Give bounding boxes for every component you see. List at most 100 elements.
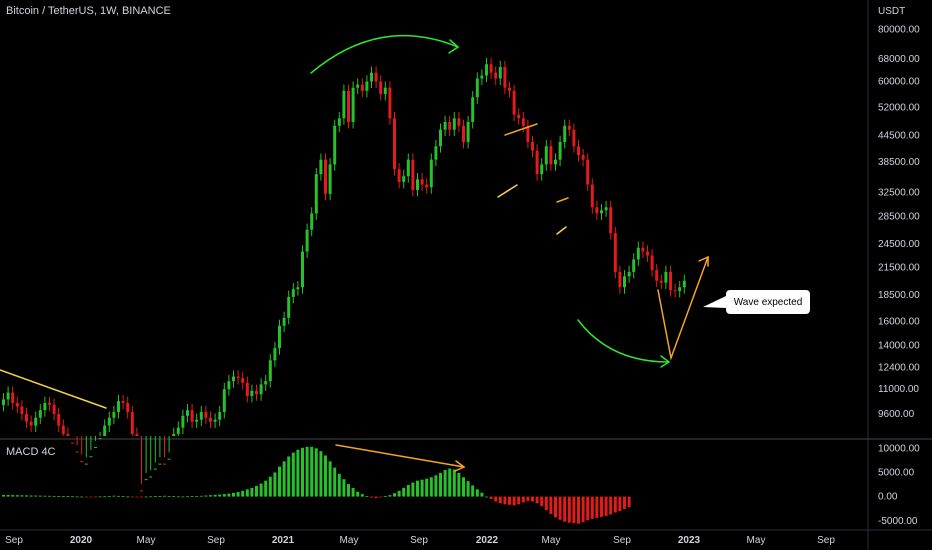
candle-body (347, 90, 350, 123)
candle-body (498, 67, 502, 79)
candle-body (397, 169, 401, 182)
candle-body (291, 289, 295, 297)
macd-bar (535, 496, 539, 504)
candle-body (636, 247, 640, 260)
candle-body (167, 458, 171, 460)
macd-bar (595, 496, 599, 518)
green-arc-top (310, 34, 459, 74)
candle-body (227, 381, 231, 390)
candle-body (466, 122, 470, 142)
candle-body (383, 87, 387, 95)
macd-bar (158, 496, 162, 497)
candle-body (448, 122, 452, 130)
candle-body (439, 129, 442, 147)
macd-bar (199, 495, 203, 497)
candle-body (517, 114, 521, 119)
macd-bar (521, 496, 525, 503)
candle-body (149, 476, 153, 478)
macd-bar (420, 479, 424, 497)
candle-body (181, 415, 185, 428)
macd-bar (558, 496, 562, 520)
price-tick-label: 12400.00 (878, 363, 920, 374)
macd-bar (466, 481, 470, 497)
candle-body (94, 446, 97, 448)
macd-bar (549, 496, 553, 514)
candle-body (241, 378, 245, 383)
candle-body (66, 433, 70, 436)
candle-body (374, 72, 378, 82)
candle-body (48, 402, 51, 405)
macd-bar (448, 468, 452, 497)
candle-body (163, 463, 166, 465)
macd-bar (34, 495, 38, 497)
candle-body (314, 174, 318, 214)
macd-axis[interactable]: 10000.00 5000.00 0.00 -5000.00 (878, 443, 920, 527)
candle-body (682, 280, 686, 288)
price-tick-label: 32500.00 (878, 188, 920, 199)
macd-bar (121, 496, 125, 497)
candle-body (609, 207, 613, 234)
price-tick-label: 11000.00 (878, 384, 919, 395)
candle-body (567, 125, 571, 130)
candle-body (655, 270, 659, 281)
green-arrow-top-head (448, 39, 460, 54)
candle-body (581, 155, 585, 160)
candle-body (25, 413, 28, 422)
macd-bar (20, 495, 24, 497)
candle-body (457, 118, 461, 126)
macd-bar (434, 475, 438, 497)
price-tick-label: 21500.00 (878, 263, 920, 274)
macd-bar (232, 492, 235, 497)
candle-body (554, 159, 557, 165)
candle-body (245, 382, 249, 396)
macd-bar (130, 496, 134, 498)
macd-bar (526, 496, 530, 501)
macd-bar (209, 495, 212, 497)
candle-body (15, 402, 19, 407)
macd-bar (103, 496, 107, 498)
macd-bar (425, 478, 429, 497)
price-tick-label: 60000.00 (878, 77, 920, 88)
macd-bar (218, 494, 222, 497)
candle-body (462, 125, 465, 142)
candle-body (669, 271, 672, 291)
macd-bar (319, 451, 323, 497)
macd-bar (305, 446, 309, 497)
candle-body (11, 392, 15, 403)
time-tick-label: May (340, 535, 359, 546)
candle-body (273, 348, 277, 361)
candle-body (199, 412, 203, 420)
candle-body (544, 146, 548, 165)
candle-body (613, 233, 617, 272)
candle-body (324, 159, 327, 194)
macd-bar (227, 493, 231, 497)
candle-body (650, 255, 654, 271)
candle-body (586, 159, 590, 185)
price-tick-label: 16000.00 (878, 316, 920, 327)
macd-bar (471, 485, 475, 497)
time-axis[interactable]: Sep 2020 May Sep 2021 May Sep 2022 May Sep 2023 May… (5, 535, 835, 546)
chart-title: Bitcoin / TetherUS, 1W, BINANCE (6, 5, 171, 17)
macd-bar (508, 496, 511, 505)
candle-body (310, 213, 314, 230)
candle-body (508, 87, 511, 91)
macd-bar (462, 477, 465, 497)
macd-bar (452, 469, 456, 497)
time-tick-label: 2021 (272, 535, 295, 546)
macd-bar (29, 495, 33, 497)
macd-bar (590, 496, 594, 519)
wave-expected-callout[interactable]: Wave expected (726, 290, 810, 314)
candle-body (590, 184, 594, 208)
macd-bar (342, 479, 346, 497)
macd-bar (351, 487, 355, 497)
candle-body (34, 417, 38, 426)
macd-bar (365, 496, 369, 497)
macd-bar (273, 472, 277, 497)
macd-bar (135, 496, 139, 498)
price-axis[interactable]: 80000.00 68000.00 60000.00 52000.00 44500.00… (878, 24, 920, 420)
candle-body (471, 97, 475, 123)
candle-body (71, 442, 74, 444)
macd-bar (6, 494, 10, 497)
macd-bar (112, 495, 116, 497)
